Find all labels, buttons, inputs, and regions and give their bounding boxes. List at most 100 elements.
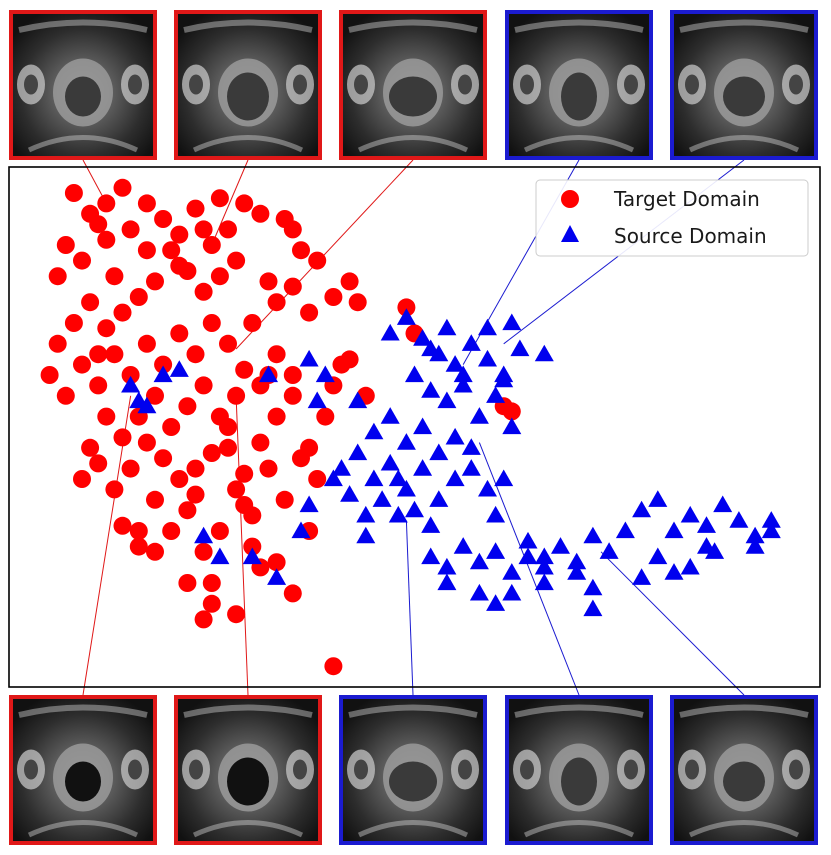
source-point xyxy=(413,329,433,346)
source-point xyxy=(396,479,416,497)
target-point xyxy=(308,470,327,488)
target-point xyxy=(194,220,213,239)
source-point xyxy=(429,344,449,362)
source-domain-points xyxy=(121,308,781,617)
mri-anatomy-shape xyxy=(183,704,313,718)
target-point xyxy=(202,574,221,592)
connector-line xyxy=(405,520,414,696)
target-domain-points xyxy=(40,178,521,676)
source-point xyxy=(405,500,424,518)
target-point xyxy=(73,355,91,374)
source-point xyxy=(632,568,652,585)
source-point xyxy=(745,537,765,554)
source-point xyxy=(291,521,311,539)
source-point xyxy=(453,375,473,393)
mri-anatomy-shape xyxy=(723,76,765,117)
target-point xyxy=(397,298,416,317)
source-point xyxy=(380,323,400,341)
source-point xyxy=(461,459,481,476)
target-point xyxy=(89,376,108,395)
source-point xyxy=(697,516,716,533)
source-thumbnail-frame xyxy=(670,695,818,845)
source-point xyxy=(437,573,457,591)
source-point xyxy=(388,469,408,487)
target-point xyxy=(186,345,205,364)
source-point xyxy=(356,526,376,544)
target-point xyxy=(210,267,229,286)
target-point xyxy=(186,459,205,478)
source-point xyxy=(478,479,497,497)
mri-anatomy-shape xyxy=(624,759,638,780)
source-point xyxy=(372,490,392,507)
source-point xyxy=(137,396,157,414)
source-point xyxy=(761,511,781,528)
source-point xyxy=(534,557,554,575)
mri-thumbnail xyxy=(174,695,322,845)
target-point xyxy=(283,277,302,296)
target-point xyxy=(105,345,124,364)
mri-anatomy-shape xyxy=(65,761,101,802)
source-point xyxy=(664,563,684,580)
source-thumbnail-frame xyxy=(339,695,487,845)
mri-anatomy-shape xyxy=(561,72,597,121)
target-point xyxy=(170,225,189,244)
target-point xyxy=(154,210,173,228)
target-point xyxy=(202,444,221,462)
mri-anatomy-shape xyxy=(65,76,101,117)
target-point xyxy=(97,319,116,338)
mri-anatomy-shape xyxy=(357,820,469,838)
target-point xyxy=(227,480,246,499)
target-point xyxy=(162,241,181,260)
source-point xyxy=(340,485,360,502)
connector-line xyxy=(600,551,745,696)
source-point xyxy=(583,599,603,617)
target-point xyxy=(502,402,521,421)
mri-anatomy-shape xyxy=(789,759,803,780)
source-point xyxy=(210,547,230,565)
source-point xyxy=(486,505,506,523)
mri-anatomy-shape xyxy=(723,761,765,802)
source-point xyxy=(429,443,449,461)
target-point xyxy=(137,334,156,353)
source-point xyxy=(396,433,416,450)
target-point xyxy=(300,303,319,322)
source-point xyxy=(680,505,700,523)
mri-anatomy-shape xyxy=(18,704,148,718)
legend-marker-target xyxy=(561,190,579,208)
target-point xyxy=(48,334,67,353)
target-point xyxy=(40,366,59,384)
mri-anatomy-shape xyxy=(514,704,644,718)
source-point xyxy=(380,453,400,471)
target-point xyxy=(243,537,262,556)
target-point xyxy=(89,215,108,234)
target-point xyxy=(154,355,173,374)
mri-anatomy-shape xyxy=(685,759,699,780)
source-point xyxy=(437,318,457,336)
mri-anatomy-shape xyxy=(24,74,38,95)
target-point xyxy=(113,303,132,322)
source-point xyxy=(445,427,465,445)
target-point xyxy=(162,418,181,436)
mri-anatomy-shape xyxy=(688,135,800,153)
source-point xyxy=(380,407,400,424)
source-point xyxy=(453,365,473,383)
legend-label-source: Source Domain xyxy=(614,224,767,248)
mri-anatomy-shape xyxy=(24,759,38,780)
target-point xyxy=(235,464,254,483)
source-point xyxy=(364,469,384,487)
source-point xyxy=(396,308,416,325)
mri-anatomy-shape xyxy=(389,76,437,117)
target-point xyxy=(105,267,124,286)
target-point xyxy=(219,334,237,353)
target-thumbnail-frame xyxy=(174,10,322,160)
target-point xyxy=(146,272,164,291)
source-thumbnail-frame xyxy=(670,10,818,160)
bottom-thumbnail-row xyxy=(9,695,818,845)
target-point xyxy=(308,251,327,270)
mri-thumbnail xyxy=(174,10,322,160)
target-point xyxy=(292,241,310,260)
source-point xyxy=(259,365,278,383)
target-point xyxy=(186,199,205,218)
target-point xyxy=(235,194,254,213)
target-point xyxy=(227,386,246,405)
